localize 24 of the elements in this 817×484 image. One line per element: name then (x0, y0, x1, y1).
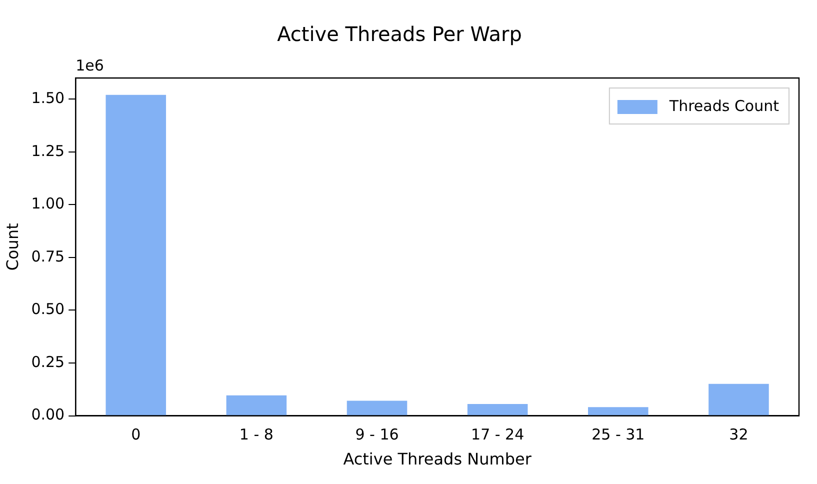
x-axis-title: Active Threads Number (343, 450, 532, 469)
y-tick-label: 0.25 (31, 352, 65, 371)
bar (346, 400, 408, 416)
x-tick-label: 32 (729, 426, 748, 444)
bar (708, 384, 769, 416)
y-tick-label: 0.00 (31, 406, 65, 424)
bar (226, 395, 287, 416)
bar (588, 407, 648, 416)
chart-title: Active Threads Per Warp (277, 22, 522, 46)
text: 1e6 (76, 56, 104, 74)
bar (106, 94, 166, 416)
y-tick-label: 1.50 (31, 89, 65, 108)
legend-label: Threads Count (668, 96, 780, 115)
x-tick-label: 1 - 8 (239, 426, 274, 444)
x-tick-label: 0 (131, 426, 141, 444)
x-tick-label: 9 - 16 (355, 426, 399, 444)
bar (467, 404, 528, 416)
y-tick-label: 0.50 (31, 300, 65, 318)
y-axis-title: Count (2, 223, 22, 271)
x-tick-label: 25 - 31 (592, 426, 645, 444)
y-tick-label: 1.25 (31, 142, 65, 160)
y-tick-label: 0.75 (31, 247, 65, 266)
y-tick-label: 1.00 (31, 194, 65, 213)
x-tick-label: 17 - 24 (471, 426, 524, 444)
